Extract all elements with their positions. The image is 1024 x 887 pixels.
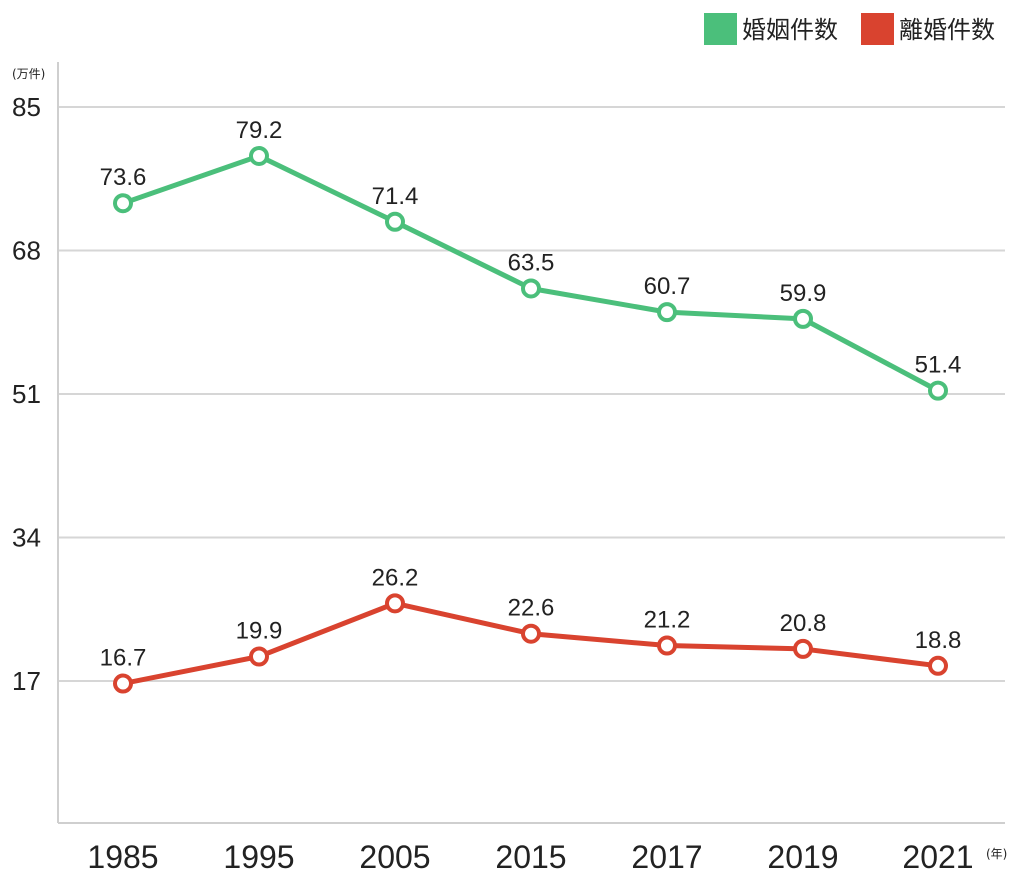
x-tick-label: 1995	[223, 839, 294, 875]
data-point	[928, 380, 948, 401]
x-tick-label: 2021	[902, 839, 973, 875]
data-point	[793, 638, 813, 659]
data-point	[521, 623, 541, 644]
y-tick-label: 85	[12, 92, 41, 122]
data-point	[928, 655, 948, 676]
data-label: 16.7	[100, 645, 147, 672]
y-tick-label: 34	[12, 523, 41, 553]
data-label: 21.2	[644, 607, 691, 634]
data-point	[657, 302, 677, 323]
legend: 婚姻件数 離婚件数	[704, 13, 995, 45]
x-tick-label: 2005	[359, 839, 430, 875]
data-label: 19.9	[236, 618, 283, 645]
legend-label: 離婚件数	[899, 16, 995, 44]
data-label: 59.9	[780, 280, 827, 307]
data-point	[657, 635, 677, 656]
data-point	[113, 673, 133, 694]
y-tick-label: 51	[12, 379, 41, 409]
data-label: 63.5	[508, 249, 555, 276]
y-axis-unit-label: (万件)	[12, 67, 45, 81]
x-tick-label: 1985	[87, 839, 158, 875]
y-tick-label: 17	[12, 666, 41, 696]
axes: 17 34 51 68 85 1985 1995 2005 2015 2017 2019 2021	[12, 62, 1005, 875]
data-point	[385, 211, 405, 232]
data-label: 18.8	[915, 627, 962, 654]
data-labels: 73.6 79.2 71.4 63.5 60.7 59.9 51.4 16.7 19.9 26.2…	[100, 117, 962, 672]
x-tick-label: 2019	[767, 839, 838, 875]
data-label: 20.8	[780, 610, 827, 637]
y-tick-label: 68	[12, 236, 41, 266]
series-lines	[113, 145, 948, 694]
data-label: 22.6	[508, 595, 555, 622]
data-point	[793, 308, 813, 329]
data-point	[249, 646, 269, 667]
data-label: 71.4	[372, 183, 419, 210]
data-point	[113, 193, 133, 214]
legend-label: 婚姻件数	[742, 16, 838, 44]
data-point	[385, 593, 405, 614]
data-label: 51.4	[915, 352, 962, 379]
data-label: 73.6	[100, 164, 147, 191]
legend-swatch	[704, 13, 737, 45]
data-point	[249, 145, 269, 166]
x-tick-label: 2017	[631, 839, 702, 875]
data-label: 60.7	[644, 273, 691, 300]
gridlines	[58, 106, 1005, 682]
data-point	[521, 278, 541, 299]
data-label: 79.2	[236, 117, 283, 144]
legend-swatch	[861, 13, 894, 45]
x-axis-unit-label: (年)	[986, 847, 1007, 861]
x-tick-label: 2015	[495, 839, 566, 875]
data-label: 26.2	[372, 564, 419, 591]
